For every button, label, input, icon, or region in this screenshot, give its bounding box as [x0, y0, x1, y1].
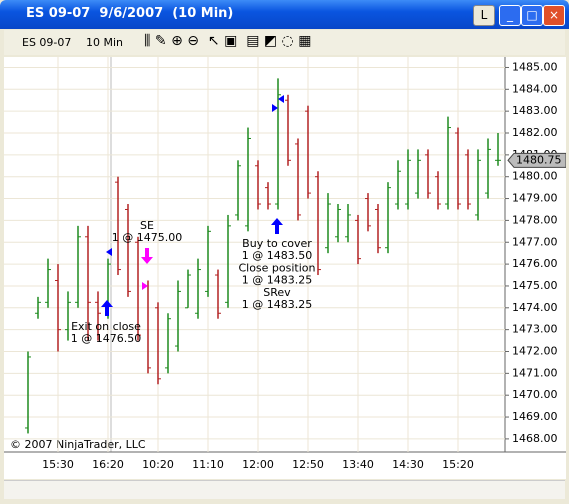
title-bar: ES 09-07 9/6/2007 (10 Min) L _ □ × [0, 0, 569, 29]
y-tick-label: 1478.00 [512, 213, 558, 226]
scrollbar[interactable] [4, 480, 565, 499]
y-tick-label: 1474.00 [512, 301, 558, 314]
execution-marker [278, 95, 284, 103]
y-tick-label: 1482.00 [512, 126, 558, 139]
toolbar-icons[interactable]: ⫼ ✎ ⊕ ⊖ ↖ ▣ ▤ ◩ ◌ ▦ [144, 33, 312, 49]
execution-arrow [101, 300, 113, 316]
x-tick-label: 10:20 [142, 458, 174, 471]
y-tick-label: 1473.00 [512, 323, 558, 336]
annotation: Buy to cover [242, 237, 312, 250]
annotation: 1 @ 1483.25 [242, 298, 312, 311]
minimize-button[interactable]: _ [499, 5, 521, 26]
execution-marker [106, 248, 112, 256]
x-tick-label: 15:30 [42, 458, 74, 471]
annotation: 1 @ 1483.50 [242, 249, 312, 262]
annotation: Exit on close [71, 320, 141, 333]
y-tick-label: 1484.00 [512, 82, 558, 95]
y-tick-label: 1470.00 [512, 388, 558, 401]
last-price-flag [507, 152, 566, 168]
execution-marker [142, 282, 148, 290]
annotation: Close position [238, 261, 315, 274]
maximize-button[interactable]: □ [521, 5, 543, 26]
annotation: 1 @ 1475.00 [112, 231, 182, 244]
instrument-dropdown[interactable]: ES 09-07 [22, 36, 72, 49]
y-tick-label: 1477.00 [512, 235, 558, 248]
toolbar: ES 09-07 10 Min ⫼ ✎ ⊕ ⊖ ↖ ▣ ▤ ◩ ◌ ▦ [4, 30, 565, 55]
annotation: 1 @ 1483.25 [242, 274, 312, 287]
x-tick-label: 13:40 [342, 458, 374, 471]
execution-arrow [141, 248, 153, 264]
close-button[interactable]: × [543, 5, 565, 26]
y-tick-label: 1483.00 [512, 104, 558, 117]
annotation: 1 @ 1476.50 [71, 332, 141, 345]
y-tick-label: 1475.00 [512, 279, 558, 292]
y-tick-label: 1471.00 [512, 366, 558, 379]
x-tick-label: 11:10 [192, 458, 224, 471]
x-tick-label: 16:20 [92, 458, 124, 471]
x-tick-label: 14:30 [392, 458, 424, 471]
chart: © 2007 NinjaTrader, LLC 1468.00 1469.00 14… [4, 57, 566, 479]
window-title: ES 09-07 9/6/2007 (10 Min) [26, 6, 234, 21]
annotation: SE [140, 219, 154, 232]
x-tick-label: 15:20 [442, 458, 474, 471]
x-tick-label: 12:50 [292, 458, 324, 471]
annotation: SRev [263, 286, 291, 299]
execution-marker [272, 104, 278, 112]
y-tick-label: 1476.00 [512, 257, 558, 270]
copyright: © 2007 NinjaTrader, LLC [10, 438, 146, 451]
y-tick-label: 1472.00 [512, 344, 558, 357]
y-tick-label: 1468.00 [512, 432, 558, 445]
interval-dropdown[interactable]: 10 Min [86, 36, 124, 49]
execution-arrow [271, 218, 283, 234]
y-tick-label: 1479.00 [512, 192, 558, 205]
l-button[interactable]: L [473, 5, 495, 26]
y-tick-label: 1485.00 [512, 60, 558, 73]
y-tick-label: 1480.00 [512, 170, 558, 183]
last-price-label: 1480.75 [516, 153, 562, 166]
x-tick-label: 12:00 [242, 458, 274, 471]
y-tick-label: 1469.00 [512, 410, 558, 423]
